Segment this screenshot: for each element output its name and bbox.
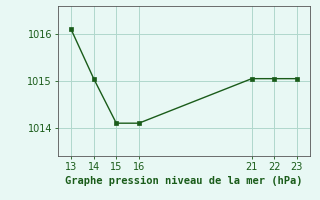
X-axis label: Graphe pression niveau de la mer (hPa): Graphe pression niveau de la mer (hPa) [65, 176, 303, 186]
